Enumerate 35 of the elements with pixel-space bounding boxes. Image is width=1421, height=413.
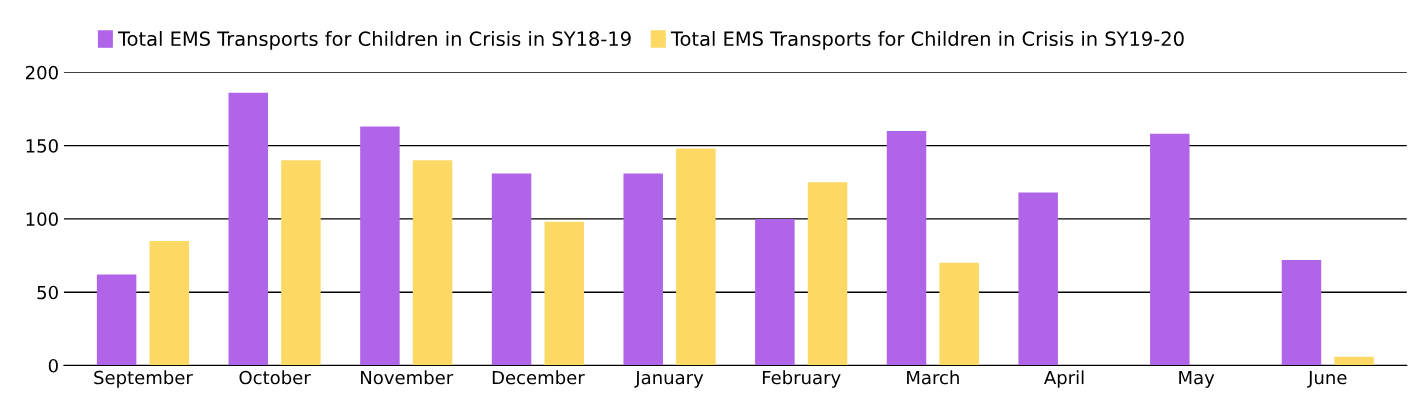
legend-label: Total EMS Transports for Children in Crisis in SY18-19: [117, 31, 631, 50]
bar: [676, 148, 716, 366]
bar: [228, 92, 268, 366]
bar: [807, 182, 848, 366]
bar: [755, 218, 795, 366]
legend-label: Total EMS Transports for Children in Crisis in SY19-20: [670, 31, 1184, 50]
x-tick-label: June: [1307, 370, 1347, 388]
bar: [96, 274, 137, 366]
bar: [412, 160, 453, 366]
bar: [939, 262, 979, 366]
x-tick-label: November: [361, 370, 454, 385]
bar: [1150, 133, 1190, 366]
y-tick-label: 50: [37, 285, 58, 300]
bar: [1334, 356, 1374, 366]
bar: [886, 130, 927, 366]
bar: [491, 173, 532, 366]
x-tick-label: May: [1179, 370, 1215, 388]
bar: [623, 173, 663, 366]
bar: [1281, 259, 1322, 366]
y-tick-label: 200: [25, 65, 58, 80]
x-tick-label: September: [94, 370, 193, 388]
y-tick-label: 150: [26, 139, 58, 153]
bar: [544, 221, 584, 366]
x-tick-label: December: [492, 370, 585, 385]
x-tick-label: October: [239, 370, 311, 385]
bar: [1018, 192, 1058, 366]
y-tick-label: 0: [48, 358, 58, 373]
x-tick-label: February: [762, 370, 841, 388]
x-tick-label: January: [634, 370, 704, 388]
x-tick-label: March: [907, 370, 959, 385]
bar: [149, 240, 190, 366]
x-tick-label: April: [1044, 370, 1084, 388]
bar: [360, 126, 400, 366]
bar: [281, 160, 321, 366]
y-tick-label: 100: [26, 212, 58, 227]
